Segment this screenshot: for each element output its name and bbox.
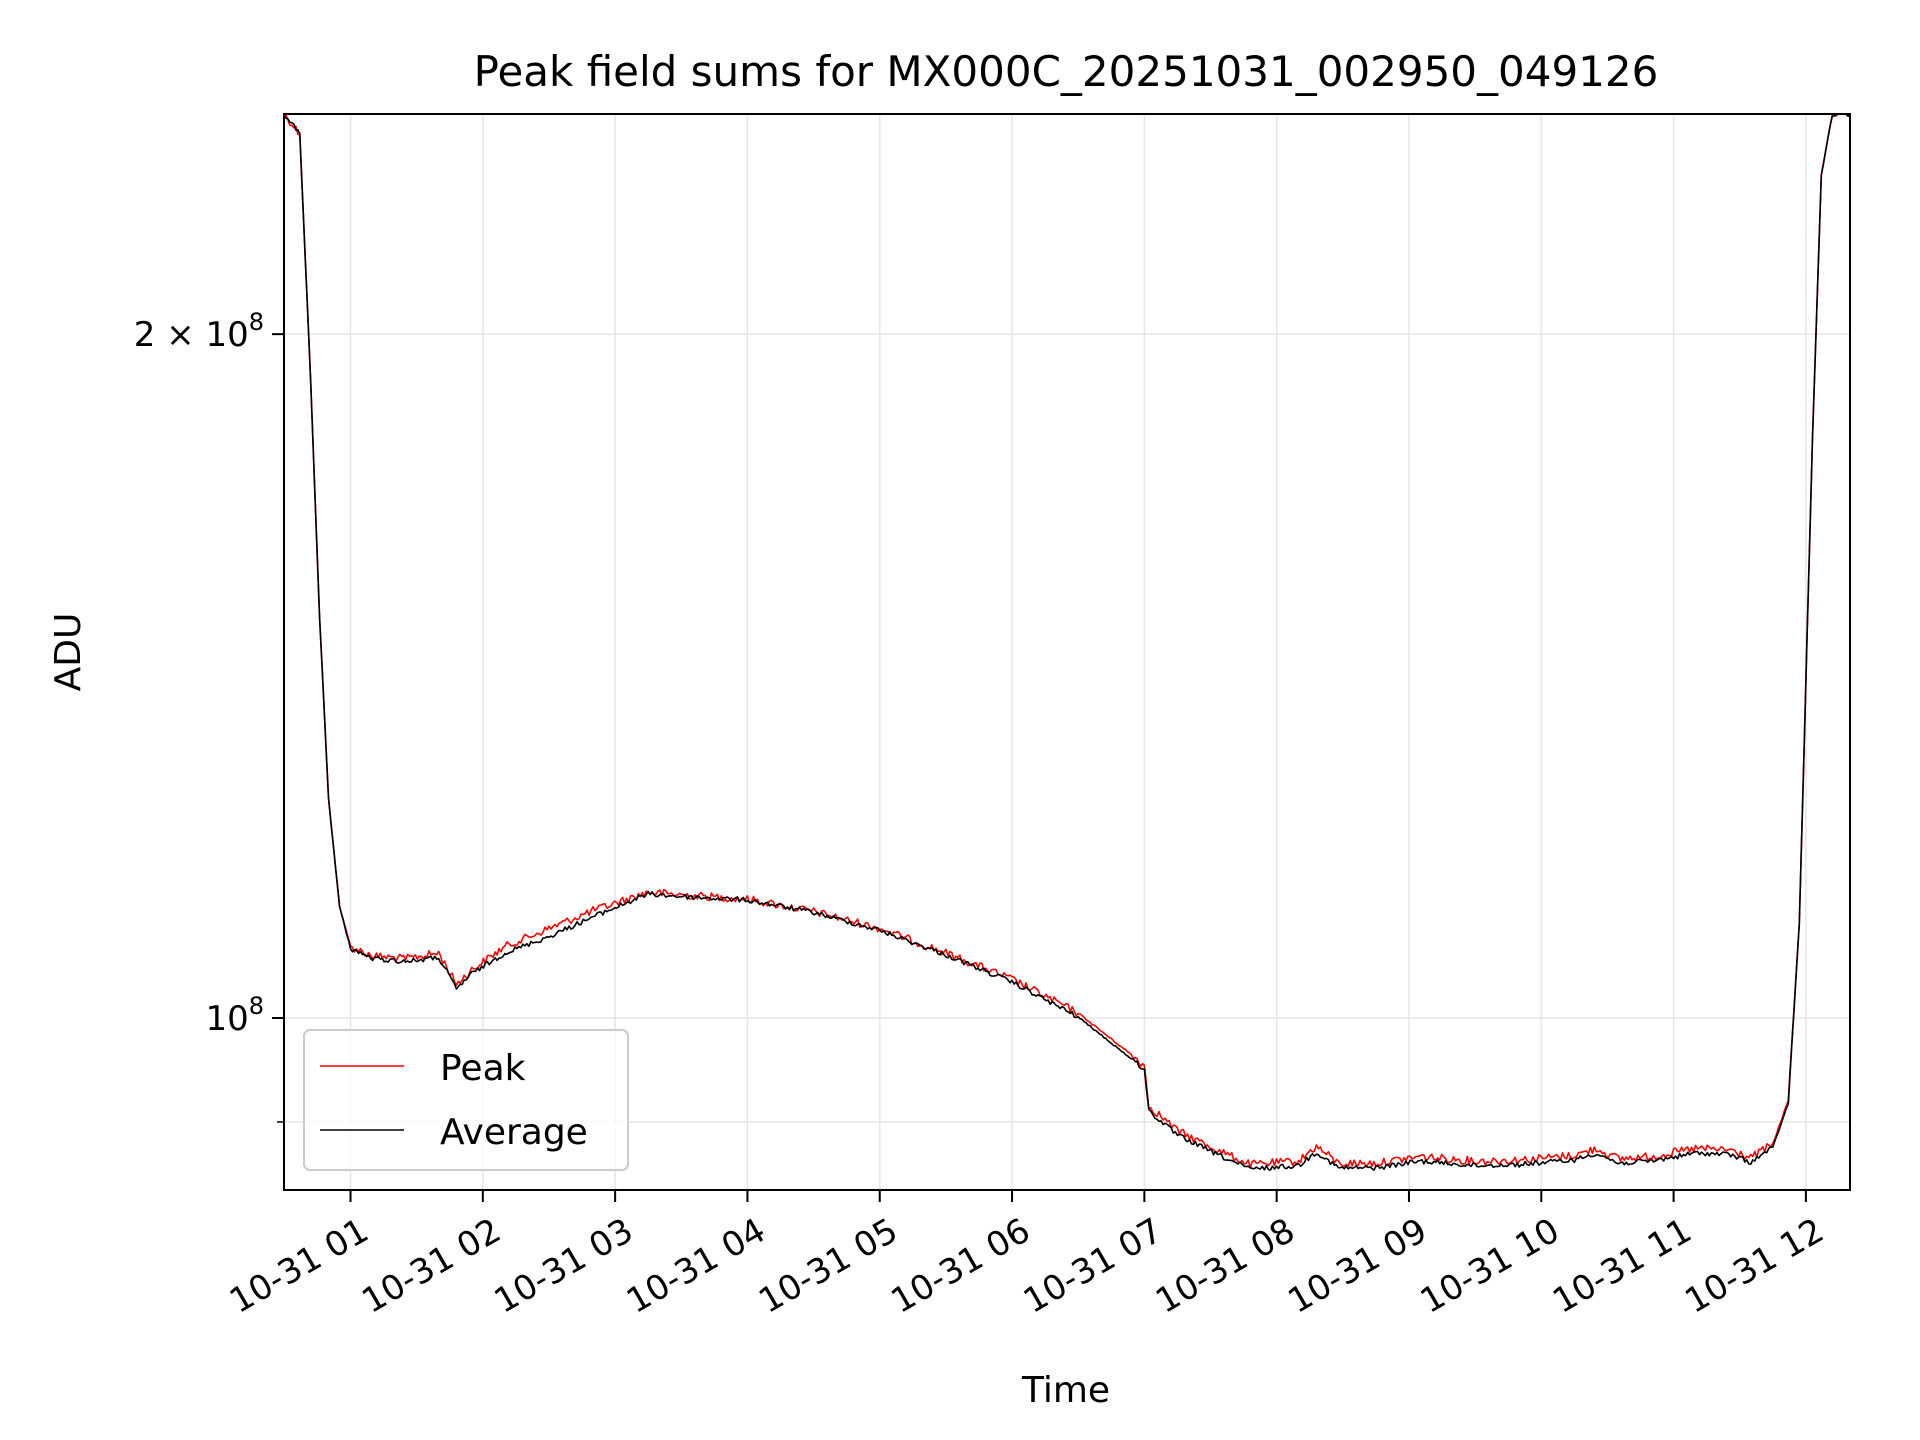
legend-label-peak: Peak bbox=[440, 1048, 526, 1089]
series-line-average bbox=[283, 113, 1851, 1171]
y-tick-base: 10 bbox=[205, 999, 248, 1039]
legend-box bbox=[303, 1029, 629, 1171]
y-tick-exponent: 8 bbox=[249, 308, 264, 336]
y-tick-exponent: 8 bbox=[249, 992, 264, 1020]
chart-title: Peak field sums for MX000C_20251031_0029… bbox=[474, 47, 1659, 96]
x-axis-label: Time bbox=[1021, 1370, 1110, 1411]
legend-label-average: Average bbox=[440, 1112, 588, 1153]
series-line-peak bbox=[283, 113, 1850, 1169]
y-tick-times: × bbox=[155, 315, 205, 355]
plot-frame bbox=[283, 113, 1851, 1191]
y-tick-label: 108 bbox=[205, 992, 264, 1039]
y-tick-label: 2 × 108 bbox=[134, 308, 264, 355]
series-layer bbox=[283, 113, 1851, 1171]
y-axis-label: ADU bbox=[48, 613, 89, 692]
y-tick-mantissa: 2 bbox=[134, 315, 156, 355]
grid bbox=[284, 114, 1850, 1190]
y-tick-base: 10 bbox=[205, 315, 248, 355]
legend: Peak Average bbox=[303, 1029, 629, 1171]
